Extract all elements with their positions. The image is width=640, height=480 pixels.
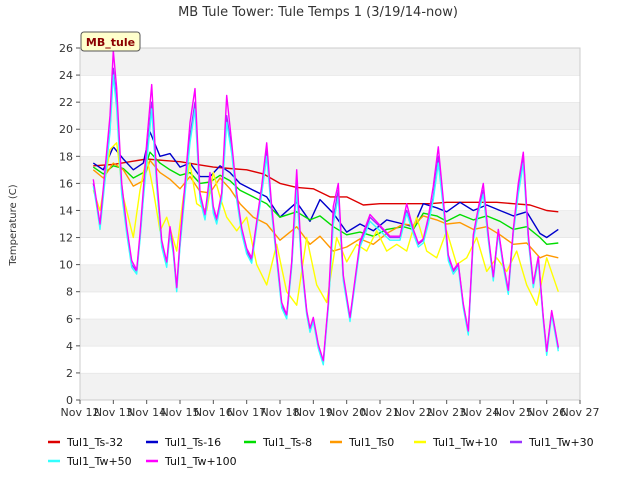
station-stamp: MB_tule — [80, 31, 141, 52]
x-tick-label: Nov 12 — [61, 406, 100, 419]
x-tick-label: Nov 16 — [194, 406, 233, 419]
grid-band — [80, 102, 580, 130]
grid-band — [80, 48, 580, 76]
grid-bands — [80, 47, 580, 400]
x-tick-label: Nov 23 — [427, 406, 466, 419]
grid-band — [80, 372, 580, 400]
x-tick-label: Nov 14 — [127, 406, 166, 419]
y-tick-label: 8 — [66, 286, 73, 299]
x-tick-label: Nov 22 — [394, 406, 433, 419]
y-tick-label: 4 — [66, 340, 73, 353]
legend-label: Tul1_Tw+50 — [66, 455, 132, 468]
legend-label: Tul1_Ts-8 — [262, 436, 312, 449]
x-tick-label: Nov 26 — [527, 406, 566, 419]
x-tick-label: Nov 13 — [94, 406, 133, 419]
stamp-label: MB_tule — [86, 36, 135, 49]
y-tick-label: 24 — [59, 69, 73, 82]
plot-area — [79, 47, 581, 401]
y-tick-label: 2 — [66, 367, 73, 380]
grid-band — [80, 318, 580, 346]
x-tick-label: Nov 15 — [161, 406, 200, 419]
legend-label: Tul1_Tw+100 — [164, 455, 237, 468]
x-tick-label: Nov 27 — [561, 406, 600, 419]
legend-label: Tul1_Ts-32 — [66, 436, 123, 449]
y-tick-label: 26 — [59, 42, 73, 55]
series-line-tul1-tw-100 — [92, 50, 559, 362]
y-tick-label: 22 — [59, 96, 73, 109]
y-tick-label: 0 — [66, 394, 73, 407]
chart-title: MB Tule Tower: Tule Temps 1 (3/19/14-now… — [178, 5, 458, 20]
legend: Tul1_Ts-32 Tul1_Ts-16 Tul1_Ts-8 Tul1_Ts0 Tul… — [48, 436, 594, 468]
y-tick-label: 12 — [59, 232, 73, 245]
x-tick-label: Nov 25 — [494, 406, 533, 419]
y-tick-label: 10 — [59, 259, 73, 272]
legend-label: Tul1_Ts0 — [348, 436, 394, 449]
x-tick-label: Nov 20 — [327, 406, 366, 419]
legend-label: Tul1_Tw+10 — [432, 436, 498, 449]
grid-band — [80, 75, 580, 103]
x-tick-label: Nov 21 — [361, 406, 400, 419]
x-tick-label: Nov 24 — [461, 406, 500, 419]
x-tick-label: Nov 18 — [261, 406, 300, 419]
y-tick-label: 16 — [59, 177, 73, 190]
x-tick-label: Nov 17 — [227, 406, 266, 419]
y-tick-label: 20 — [59, 123, 73, 136]
y-tick-label: 14 — [59, 204, 73, 217]
grid-band — [80, 129, 580, 157]
grid-band — [80, 291, 580, 319]
y-axis-label: Temperature (C) — [8, 184, 19, 266]
series-lines — [92, 50, 559, 366]
y-tick-label: 6 — [66, 313, 73, 326]
stamp-box — [80, 31, 141, 52]
legend-label: Tul1_Ts-16 — [164, 436, 221, 449]
y-tick-label: 18 — [59, 150, 73, 163]
legend-label: Tul1_Tw+30 — [528, 436, 594, 449]
x-tick-label: Nov 19 — [294, 406, 333, 419]
grid-band — [80, 345, 580, 373]
